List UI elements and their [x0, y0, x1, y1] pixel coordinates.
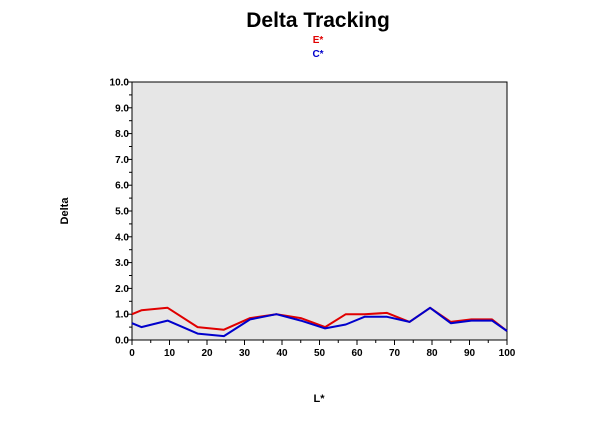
series-lines	[131, 306, 508, 338]
x-tick-label: 60	[351, 348, 363, 359]
y-tick-label: 1.0	[115, 310, 129, 321]
y-tick-label: 8.0	[115, 129, 129, 140]
y-tick-label: 9.0	[115, 103, 129, 114]
y-axis: 0.0 1.0 2.0 3.0 4.0 5.0 6.0 7.0 8.0 9.0 10.0	[110, 78, 132, 347]
y-tick-label: 10.0	[110, 78, 130, 89]
x-tick-label: 100	[499, 348, 516, 359]
y-axis-label: Delta	[59, 197, 71, 225]
x-tick-label: 50	[314, 348, 326, 359]
x-tick-label: 30	[239, 348, 251, 359]
x-tick-label: 0	[129, 348, 135, 359]
y-tick-label: 6.0	[115, 181, 129, 192]
series-line-e	[131, 306, 508, 332]
x-tick-label: 70	[389, 348, 401, 359]
y-tick-label: 7.0	[115, 155, 129, 166]
series-line-c	[131, 306, 508, 338]
x-tick-label: 10	[164, 348, 176, 359]
y-tick-label: 0.0	[115, 336, 129, 347]
legend-entry-c: C*	[312, 49, 323, 60]
y-tick-label: 5.0	[115, 207, 129, 218]
y-tick-label: 4.0	[115, 232, 129, 243]
x-tick-label: 80	[426, 348, 438, 359]
x-tick-label: 90	[464, 348, 476, 359]
x-tick-label: 20	[201, 348, 213, 359]
plot-area	[131, 81, 508, 341]
x-axis: 0 10 20 30 40 50 60 70 80 90 100	[129, 340, 516, 359]
x-tick-label: 40	[276, 348, 288, 359]
y-tick-label: 3.0	[115, 258, 129, 269]
legend-entry-e: E*	[313, 35, 324, 46]
y-tick-label: 2.0	[115, 284, 129, 295]
x-axis-label: L*	[314, 393, 326, 405]
chart-title: Delta Tracking	[246, 9, 390, 32]
